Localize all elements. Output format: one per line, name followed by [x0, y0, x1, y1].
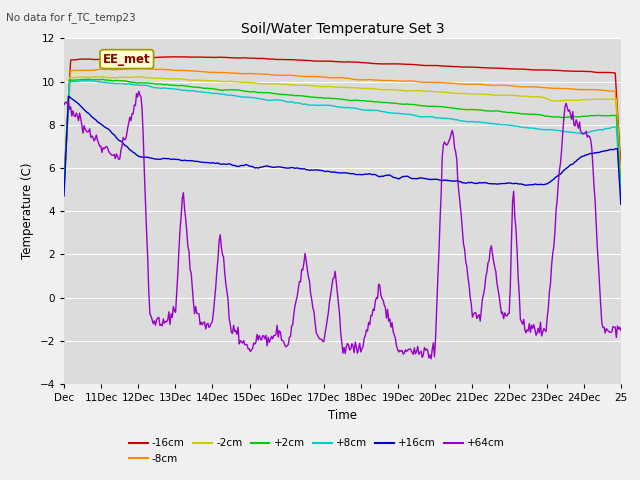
Y-axis label: Temperature (C): Temperature (C)	[21, 163, 34, 260]
X-axis label: Time: Time	[328, 408, 357, 421]
Legend: -16cm, -8cm, -2cm, +2cm, +8cm, +16cm, +64cm: -16cm, -8cm, -2cm, +2cm, +8cm, +16cm, +6…	[125, 434, 509, 468]
Text: EE_met: EE_met	[103, 53, 150, 66]
Text: No data for f_TC_temp23: No data for f_TC_temp23	[6, 12, 136, 23]
Title: Soil/Water Temperature Set 3: Soil/Water Temperature Set 3	[241, 22, 444, 36]
